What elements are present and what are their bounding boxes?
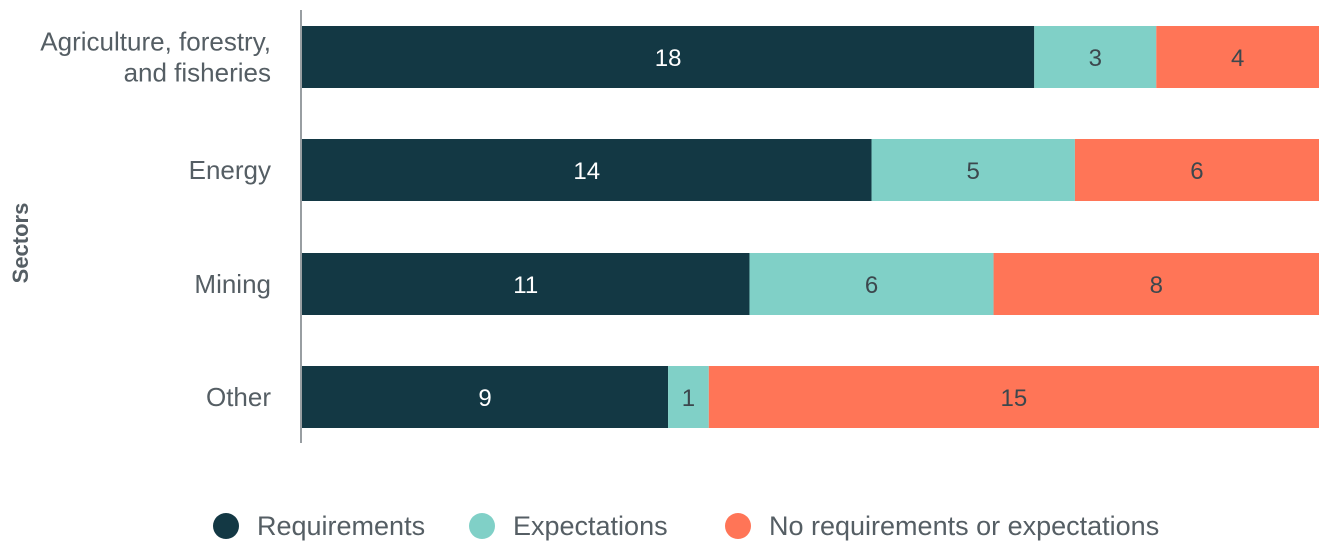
category-label: Agriculture, forestry, and fisheries — [40, 27, 271, 88]
bar-value-label: 1 — [682, 385, 695, 412]
bar-value-label: 6 — [865, 272, 878, 299]
category-label-line: Energy — [189, 155, 271, 185]
category-labels: Agriculture, forestry, and fisheries Energ… — [40, 27, 271, 413]
legend-swatch — [469, 513, 495, 539]
bar-segment — [1074, 139, 1319, 201]
bar-value-label: 14 — [573, 158, 600, 185]
bar-value-label: 18 — [655, 45, 682, 72]
legend-label: No requirements or expectations — [769, 511, 1159, 541]
bar-segment — [708, 366, 1319, 428]
category-label-line: Mining — [194, 269, 271, 299]
bar-segment — [302, 139, 872, 201]
y-axis-title: Sectors — [8, 203, 33, 284]
bars-group: 18 3 4 14 5 6 11 6 8 9 1 15 — [302, 26, 1319, 428]
bar-value-label: 6 — [1190, 158, 1203, 185]
legend-label: Expectations — [513, 511, 668, 541]
bar-segment — [1034, 26, 1157, 88]
bar-value-label: 3 — [1089, 45, 1102, 72]
category-label-line: Agriculture, forestry, — [40, 27, 271, 57]
bar-segment — [302, 366, 669, 428]
legend-swatch — [213, 513, 239, 539]
legend-label: Requirements — [257, 511, 425, 541]
category-label: Energy — [189, 155, 271, 185]
category-label-line: and fisheries — [124, 58, 271, 88]
bar-value-label: 11 — [513, 272, 538, 299]
bar-value-label: 15 — [1001, 385, 1028, 412]
bar-segment — [302, 26, 1035, 88]
bar-segment — [1156, 26, 1319, 88]
category-label-line: Other — [206, 382, 271, 412]
bar-value-label: 5 — [967, 158, 980, 185]
bar-segment — [749, 253, 994, 315]
bar-value-label: 9 — [478, 385, 491, 412]
legend: Requirements Expectations No requirements … — [213, 511, 1159, 541]
bar-value-label: 8 — [1150, 272, 1163, 299]
bar-segment — [871, 139, 1075, 201]
category-label: Mining — [194, 269, 271, 299]
bar-value-label: 4 — [1231, 45, 1244, 72]
bar-segment — [993, 253, 1319, 315]
legend-swatch — [725, 513, 751, 539]
bar-segment — [668, 366, 709, 428]
category-label: Other — [206, 382, 271, 412]
bar-segment — [302, 253, 750, 315]
